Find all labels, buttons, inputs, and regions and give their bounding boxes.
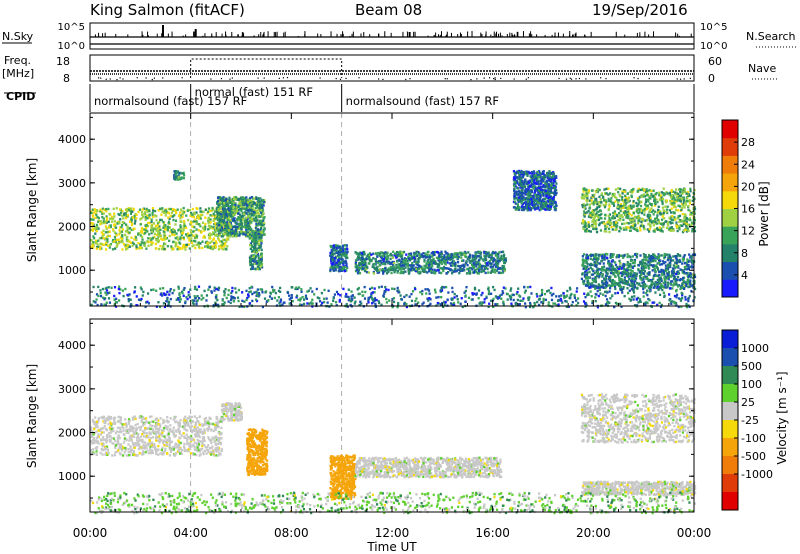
x-tick-label: 00:00 [73, 526, 108, 540]
velocity-colorbar-tick: -25 [741, 414, 759, 427]
y-tick-label: 2000 [58, 221, 86, 234]
y-tick-label: 3000 [58, 383, 86, 396]
power-ylabel: Slant Range [km] [25, 158, 39, 262]
velocity-colorbar-bin [722, 420, 738, 439]
y-tick-label: 2000 [58, 427, 86, 440]
date-title: 19/Sep/2016 [592, 1, 688, 19]
nave-tick-top: 60 [708, 55, 722, 68]
freq-unit: [MHz] [2, 67, 34, 80]
x-tick-label: 04:00 [173, 526, 208, 540]
velocity-colorbar-bin [722, 438, 738, 457]
velocity-colorbar-tick: -100 [741, 432, 766, 445]
cpid-label: CPID [6, 90, 35, 103]
power-panel: 1000 2000 3000 4000 Slant Range [km] 4 8 12 16… [25, 112, 771, 309]
power-colorbar-bin [722, 226, 738, 245]
velocity-colorbar-bin [722, 366, 738, 385]
velocity-colorbar-tick: -500 [741, 450, 766, 463]
power-colorbar-tick: 20 [741, 180, 755, 193]
nsearch-tick-bottom: 10^0 [700, 41, 727, 52]
power-colorbar-label: Power [dB] [757, 181, 771, 246]
velocity-colorbar-bin [722, 474, 738, 493]
power-colorbar-tick: 8 [741, 247, 748, 260]
power-colorbar-bin [722, 120, 738, 139]
nave-tick-bottom: 0 [708, 72, 715, 85]
nsky-strip: N.Sky 10^5 10^0 N.Search 10^5 10^0 [2, 22, 796, 52]
velocity-colorbar-tick: 1000 [741, 342, 769, 355]
nave-label: Nave [748, 62, 776, 75]
x-tick-label: 20:00 [576, 526, 611, 540]
power-colorbar-bin [722, 155, 738, 174]
nsky-tick-bottom: 10^0 [58, 41, 85, 52]
cpid-mode-label: normalsound (fast) 157 RF [346, 94, 499, 108]
cpid-mode-label: normalsound (fast) 157 RF [94, 94, 247, 108]
velocity-colorbar-label: Velocity [m s⁻¹] [775, 371, 789, 464]
velocity-colorbar-bin [722, 330, 738, 349]
x-tick-label: 16:00 [475, 526, 510, 540]
power-colorbar-tick: 28 [741, 136, 755, 149]
nsky-tick-top: 10^5 [58, 22, 85, 33]
velocity-colorbar-bin [722, 402, 738, 421]
velocity-colorbar-tick: 500 [741, 360, 762, 373]
power-colorbar-bin [722, 243, 738, 263]
power-colorbar-bin [722, 208, 738, 227]
y-tick-label: 1000 [58, 470, 86, 483]
velocity-panel: 1000 2000 3000 4000 00:00 04:00 08:00 12:00 16:… [25, 113, 789, 554]
power-colorbar-tick: 24 [741, 158, 755, 171]
power-colorbar-bin [722, 261, 738, 280]
nsearch-label: N.Search [746, 30, 796, 43]
freq-tick-bottom: 8 [63, 72, 70, 85]
freq-tick-top: 18 [56, 55, 70, 68]
power-colorbar-bin [722, 137, 738, 156]
freq-label: Freq. [4, 54, 31, 67]
velocity-xlabel: Time UT [366, 540, 417, 554]
y-tick-label: 1000 [58, 264, 86, 277]
freq-strip: Freq. [MHz] 18 8 Nave 60 0 [2, 54, 778, 85]
power-colorbar-tick: 12 [741, 225, 755, 238]
velocity-ylabel: Slant Range [km] [25, 364, 39, 468]
station-title: King Salmon (fitACF) [90, 1, 245, 19]
velocity-colorbar-bin [722, 456, 738, 475]
velocity-colorbar-bin [722, 492, 738, 511]
x-tick-label: 12:00 [375, 526, 410, 540]
nsky-label: N.Sky [2, 30, 34, 43]
y-tick-label: 4000 [58, 339, 86, 352]
y-tick-label: 4000 [58, 133, 86, 146]
y-tick-label: 3000 [58, 177, 86, 190]
velocity-colorbar-tick: 100 [741, 378, 762, 391]
velocity-colorbar-tick: 25 [741, 396, 755, 409]
x-tick-label: 08:00 [274, 526, 309, 540]
cpid-mode-label: normal (fast) 151 RF [195, 85, 313, 99]
power-colorbar-bin [722, 173, 738, 192]
power-colorbar-tick: 16 [741, 203, 755, 216]
power-colorbar-bin [722, 190, 738, 209]
beam-title: Beam 08 [355, 1, 422, 19]
velocity-colorbar-bin [722, 384, 738, 403]
velocity-colorbar-bin [722, 348, 738, 367]
velocity-colorbar-tick: -1000 [741, 468, 773, 481]
power-colorbar-bin [722, 279, 738, 298]
x-tick-label: 00:00 [677, 526, 712, 540]
power-colorbar-tick: 4 [741, 269, 748, 282]
nsearch-tick-top: 10^5 [700, 22, 727, 33]
